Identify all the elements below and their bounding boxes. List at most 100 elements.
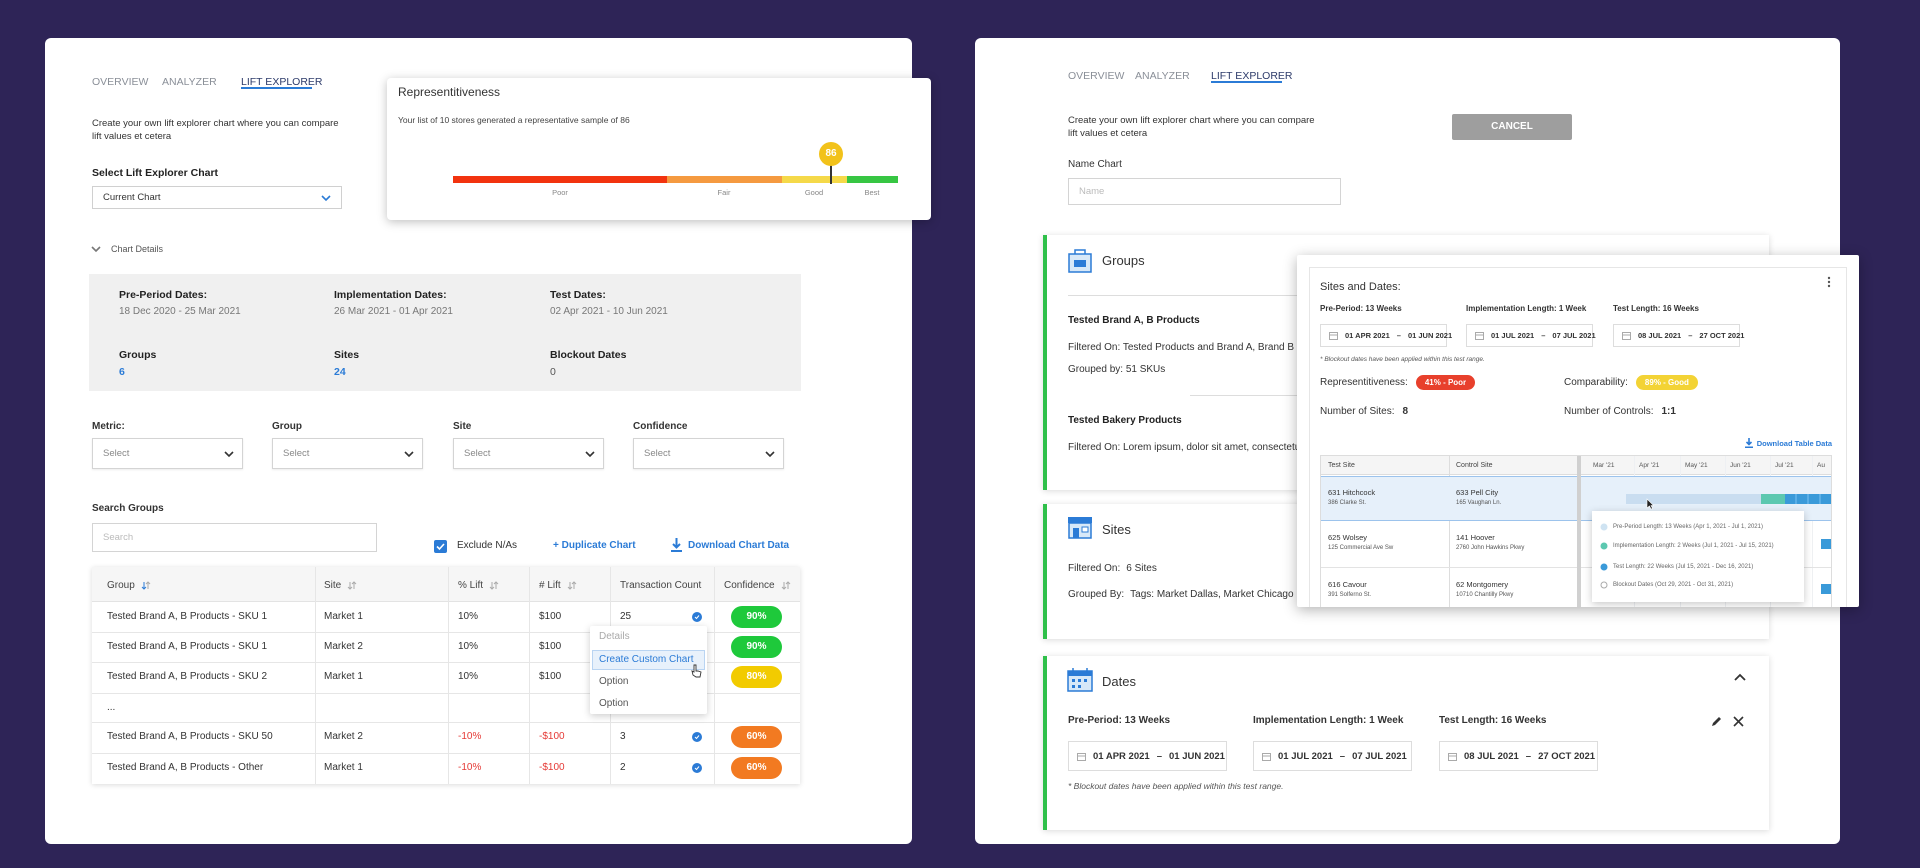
confidence-pill: 90% [731,636,782,658]
download-icon-part [1744,446,1753,448]
filter-select[interactable]: Select [633,438,784,469]
site-address: 125 Commercial Ave Sw [1328,545,1394,551]
table-header[interactable]: Group [107,577,151,593]
header-text: Group [107,579,135,591]
nav-tab[interactable]: ANALYZER [1135,70,1190,82]
kebab-menu-part [1827,280,1831,284]
table-header[interactable]: % Lift [458,577,499,593]
search-label: Search Groups [92,503,164,514]
table-cell: Market 2 [324,731,363,742]
site-row: Filtered On: 6 Sites [1068,561,1157,577]
menu-item[interactable]: Details [599,631,630,642]
date-range-input[interactable]: 01 APR 2021–01 JUN 2021 [1320,324,1452,347]
site-row[interactable] [1321,521,1831,568]
stat-value: 1:1 [1661,405,1676,417]
nav-tab[interactable]: ANALYZER [162,76,217,88]
filter-select[interactable]: Select [92,438,243,469]
column-divider [448,567,449,784]
header-text: % Lift [458,579,484,591]
cursor-hand-part [691,664,702,678]
card-divider [1068,295,1298,296]
kebab-menu-part [1827,284,1831,288]
table-cell: $100 [539,641,562,652]
sort-icon-part [785,580,790,589]
chart-select[interactable]: Current Chart [92,186,342,209]
legend-dot-part [1600,542,1608,550]
filter-placeholder: Select [283,448,310,459]
stat-badge: 41% - Poor [1415,374,1476,390]
date-end: 07 JUL 2021 [1352,750,1407,762]
filter-select[interactable]: Select [453,438,604,469]
date-range-input[interactable]: 08 JUL 2021–27 OCT 2021 [1613,324,1744,347]
nav-tab[interactable]: OVERVIEW [1068,70,1125,82]
date-start: 01 APR 2021 [1093,750,1150,762]
kebab-menu-part [1827,276,1831,280]
dates-icon-part [1072,679,1087,688]
date-range-input[interactable]: 01 JUL 2021–07 JUL 2021 [1253,741,1412,771]
date-range-input[interactable]: 01 JUL 2021–07 JUL 2021 [1466,324,1596,347]
menu-item[interactable]: Option [599,676,629,687]
info-dot-part [692,763,702,773]
menu-item[interactable]: Option [599,698,629,709]
gauge-label: Poor [552,188,568,197]
sort-icon-part [571,580,577,589]
info-dot [692,612,702,622]
table-cell: Market 1 [324,611,363,622]
tab-underline [1211,81,1282,83]
download-table-button[interactable]: Download Table Data [1744,436,1832,450]
nav-tab[interactable]: OVERVIEW [92,76,149,88]
row-divider [92,722,800,723]
table-cell: 3 [620,731,626,742]
filter-select[interactable]: Select [272,438,423,469]
select-chevron [321,195,331,202]
date-start: 01 JUL 2021 [1278,750,1333,762]
card-collapse-part [1734,673,1746,681]
calendar-icon [1077,752,1086,761]
sort-icon [567,580,577,590]
cancel-button[interactable]: CANCEL [1452,114,1572,140]
table-cell: 2 [620,762,626,773]
calendar-icon [1448,752,1457,761]
select-value: Current Chart [103,192,161,203]
site-name: 633 Pell City [1456,488,1499,497]
exclude-label[interactable]: Exclude N/As [457,540,518,551]
nav-tab[interactable]: LIFT EXPLORER [1211,70,1293,82]
date-range-input[interactable]: 08 JUL 2021–27 OCT 2021 [1439,741,1598,771]
search-input[interactable]: Search [92,523,377,552]
calendar-icon-part [1448,752,1457,761]
table-header[interactable]: Transaction Count [620,577,701,593]
name-input[interactable]: Name [1068,178,1341,205]
edit-icon-part [1712,717,1721,726]
edit-icon [1711,716,1722,727]
table-header[interactable]: Site [324,577,357,593]
info-dot-part [694,615,700,620]
detail-label: Blockout Dates [550,349,627,361]
gantt-test [1821,539,1831,549]
download-button[interactable]: Download Chart Data [688,540,790,551]
date-label: Test Length: 16 Weeks [1613,304,1699,313]
month-label: Mar '21 [1593,462,1615,469]
date-range-input[interactable]: 01 APR 2021–01 JUN 2021 [1068,741,1227,771]
name-placeholder: Name [1079,186,1105,197]
details-chevron [91,246,101,253]
sort-icon-part [781,580,790,590]
chart-details-toggle[interactable]: Chart Details [111,244,164,254]
download-icon-part [671,538,682,552]
nav-tab[interactable]: LIFT EXPLORER [241,76,323,88]
legend-dot-part [1600,563,1608,571]
table-header-bg [92,567,800,602]
table-header[interactable]: # Lift [539,577,577,593]
table-cell: 10% [458,671,479,682]
confidence-pill: 80% [731,666,782,688]
menu-item[interactable]: Create Custom Chart [599,654,694,665]
sites-dates-popup: Sites and Dates: Pre-Period: 13 Weeks 01 A… [1297,255,1859,607]
filter-placeholder: Select [103,448,130,459]
name-label: Name Chart [1068,159,1122,170]
site-address: 386 Clarke St. [1328,500,1367,506]
gauge-score: 86 [819,142,843,166]
gantt-test [1821,584,1831,594]
legend-dot-part [1600,581,1608,589]
duplicate-button[interactable]: + Duplicate Chart [553,540,636,551]
table-header[interactable]: Confidence [724,577,791,593]
sort-icon-part [347,580,357,590]
